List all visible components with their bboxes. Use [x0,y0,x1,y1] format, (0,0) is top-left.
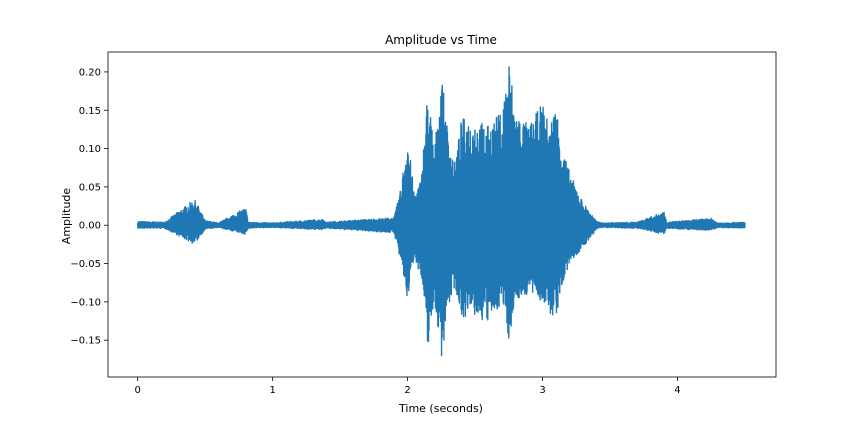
y-axis-ticks: −0.15 −0.10 −0.05 0.00 0.05 0.10 0.15 0.20 [70,67,108,347]
y-tick-label: 0.00 [79,221,101,232]
x-tick-label: 4 [674,385,680,396]
waveform-series-line [136,66,746,357]
y-tick-label: 0.10 [79,144,101,155]
x-tick-label: 2 [404,385,410,396]
y-tick-label: −0.15 [70,336,101,347]
plot-content [136,66,746,357]
y-tick-label: −0.10 [70,297,101,308]
x-tick-label: 1 [269,385,275,396]
x-axis-label: Time (seconds) [398,402,483,415]
x-tick-label: 0 [135,385,141,396]
y-tick-label: 0.05 [79,182,101,193]
x-tick-label: 3 [539,385,545,396]
y-tick-label: 0.20 [79,67,101,78]
x-axis-ticks: 0 1 2 3 4 [135,377,681,396]
y-tick-label: −0.05 [70,259,101,270]
y-axis-label: Amplitude [60,188,73,245]
chart-title: Amplitude vs Time [385,33,497,47]
plot-frame [107,51,777,378]
y-tick-label: 0.15 [79,106,101,117]
